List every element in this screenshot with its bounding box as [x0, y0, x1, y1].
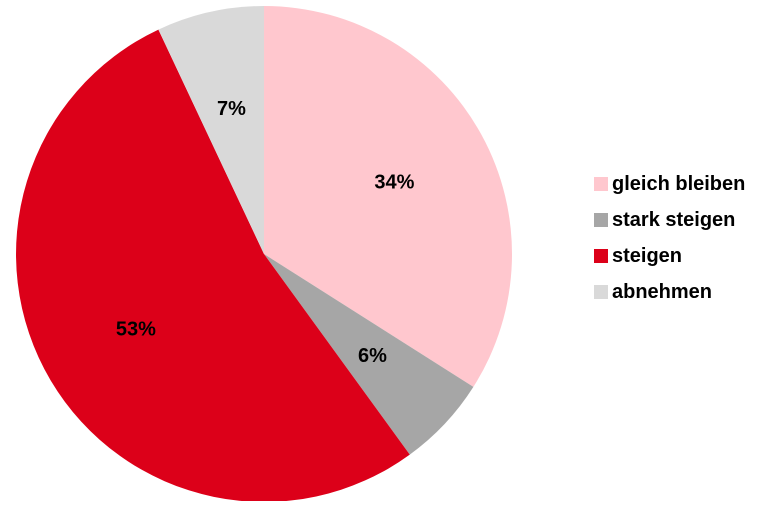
pie-slice-stark-steigen — [264, 254, 474, 455]
legend-label-gleich-bleiben: gleich bleiben — [612, 173, 745, 195]
pie-slices — [16, 5, 512, 502]
legend-swatch-gleich-bleiben — [594, 177, 608, 191]
pie-value-labels: 34% 6% 53% 7% — [116, 98, 415, 367]
legend-label-abnehmen: abnehmen — [612, 281, 712, 303]
legend-label-stark-steigen: stark steigen — [612, 209, 735, 231]
legend: gleich bleiben stark steigen steigen abnehm… — [594, 173, 745, 303]
data-label-steigen: 53% — [116, 319, 156, 341]
pie-slice-abnehmen — [158, 5, 264, 254]
data-label-stark-steigen: 6% — [358, 345, 387, 367]
legend-label-steigen: steigen — [612, 245, 682, 267]
legend-swatch-abnehmen — [594, 285, 608, 299]
pie-slice-gleich-bleiben — [264, 6, 512, 387]
legend-swatch-stark-steigen — [594, 213, 608, 227]
legend-swatch-steigen — [594, 249, 608, 263]
data-label-gleich-bleiben: 34% — [374, 171, 414, 193]
data-label-abnehmen: 7% — [217, 98, 246, 120]
pie-slice-steigen — [16, 29, 410, 502]
